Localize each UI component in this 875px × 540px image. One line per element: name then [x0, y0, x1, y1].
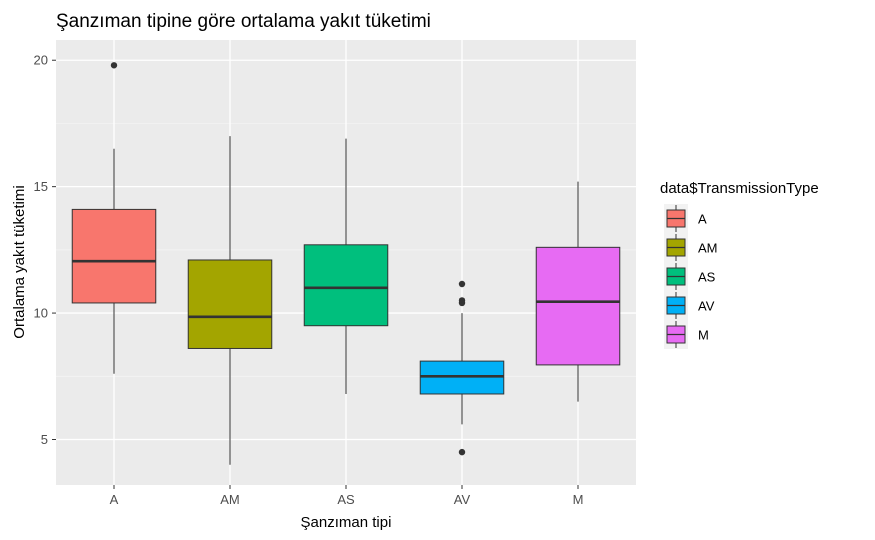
legend-item-as: AS	[664, 262, 716, 291]
boxes	[71, 62, 621, 465]
outlier-point	[458, 299, 466, 307]
box-body	[187, 259, 273, 349]
y-axis-ticks: 5 10 15 20	[34, 53, 56, 447]
x-tick-label: M	[573, 492, 584, 507]
box-body	[303, 244, 389, 327]
outlier-point	[458, 280, 466, 288]
x-axis-ticks: A AM AS AV M	[110, 485, 584, 507]
outlier-point	[458, 448, 466, 456]
legend: data$TransmissionType A AM AS AV M	[660, 180, 819, 349]
box-a	[71, 62, 157, 374]
legend-title: data$TransmissionType	[660, 180, 819, 197]
chart-title: Şanzıman tipine göre ortalama yakıt tüke…	[56, 11, 431, 32]
y-tick-label: 20	[34, 53, 48, 68]
x-axis-label: Şanzıman tipi	[301, 514, 392, 531]
outlier-point	[110, 62, 118, 69]
legend-label: AS	[698, 270, 716, 285]
x-tick-label: A	[110, 492, 119, 507]
box-body	[535, 246, 621, 366]
legend-label: M	[698, 328, 709, 343]
legend-item-av: AV	[664, 291, 715, 320]
y-tick-label: 10	[34, 306, 48, 321]
x-tick-label: AM	[220, 492, 240, 507]
box-am	[187, 136, 273, 465]
legend-item-am: AM	[664, 233, 718, 262]
box-m	[535, 181, 621, 402]
box-body	[71, 208, 157, 304]
legend-label: A	[698, 212, 707, 227]
legend-label: AV	[698, 299, 715, 314]
y-tick-label: 5	[41, 432, 48, 447]
x-tick-label: AV	[454, 492, 471, 507]
legend-item-a: A	[664, 204, 707, 233]
y-tick-label: 15	[34, 179, 48, 194]
box-av	[419, 280, 505, 456]
x-tick-label: AS	[337, 492, 355, 507]
y-axis-label: Ortalama yakıt tüketimi	[11, 185, 28, 338]
legend-item-m: M	[664, 320, 709, 349]
box-as	[303, 138, 389, 394]
legend-label: AM	[698, 241, 718, 256]
